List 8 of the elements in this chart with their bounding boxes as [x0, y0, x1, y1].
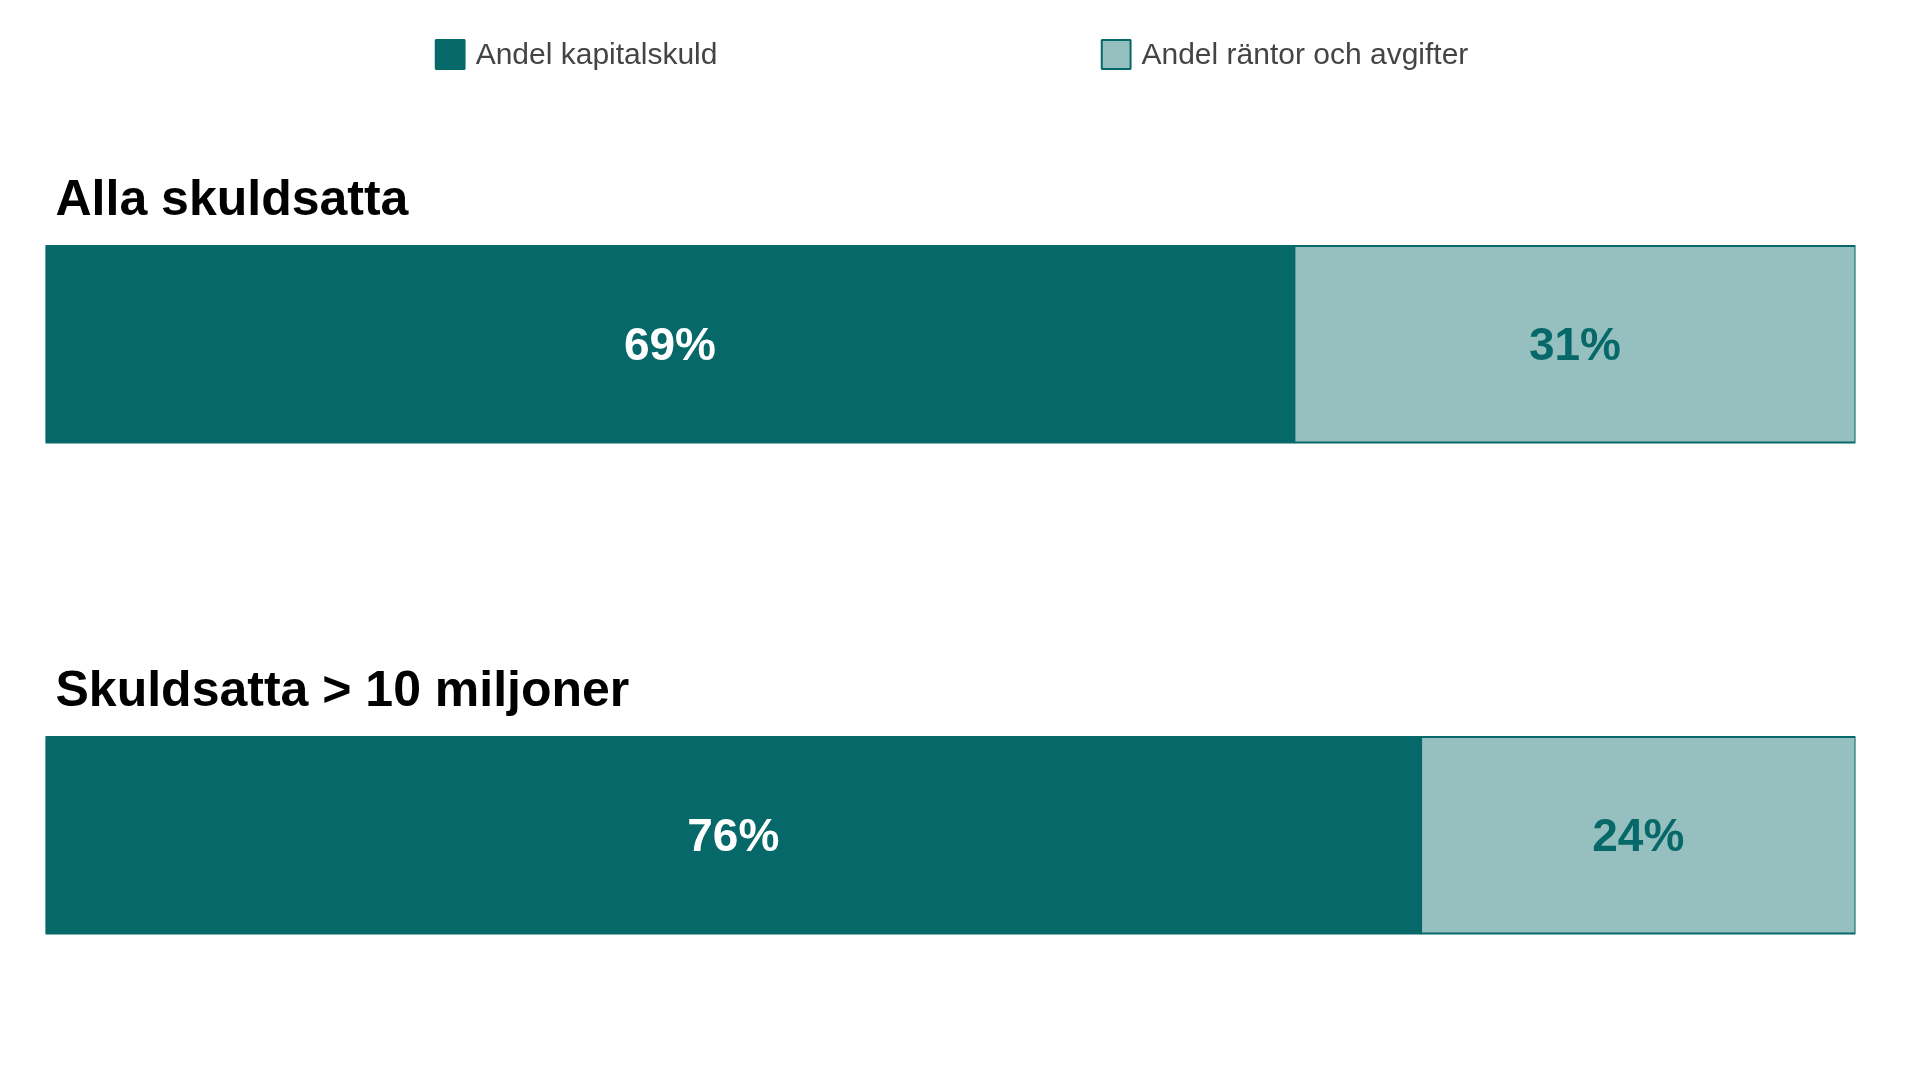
- data-label: 24%: [1592, 809, 1685, 862]
- data-label: 69%: [623, 318, 716, 371]
- legend-label: Andel räntor och avgifter: [1141, 37, 1469, 71]
- data-label: 76%: [687, 809, 780, 862]
- y-tick-label: Alla skuldsatta: [55, 170, 410, 227]
- legend-label: Andel kapitalskuld: [475, 37, 718, 71]
- y-tick-label: Skuldsatta > 10 miljoner: [55, 661, 630, 718]
- data-label: 31%: [1528, 318, 1621, 371]
